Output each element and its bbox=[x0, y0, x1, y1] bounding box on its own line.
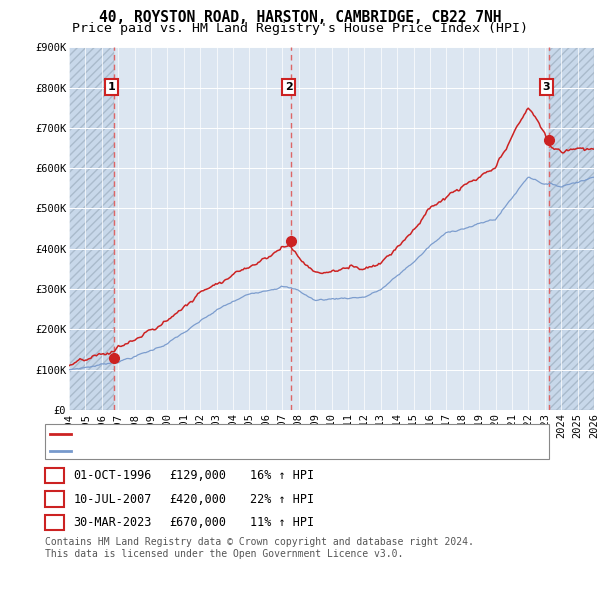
Text: £129,000: £129,000 bbox=[169, 469, 226, 482]
Text: Price paid vs. HM Land Registry's House Price Index (HPI): Price paid vs. HM Land Registry's House … bbox=[72, 22, 528, 35]
Text: 16% ↑ HPI: 16% ↑ HPI bbox=[250, 469, 314, 482]
Text: 11% ↑ HPI: 11% ↑ HPI bbox=[250, 516, 314, 529]
Text: 10-JUL-2007: 10-JUL-2007 bbox=[73, 493, 152, 506]
Bar bbox=[69, 47, 114, 410]
Text: HPI: Average price, detached house, South Cambridgeshire: HPI: Average price, detached house, Sout… bbox=[77, 447, 455, 456]
Text: 1: 1 bbox=[108, 82, 116, 92]
Text: 1: 1 bbox=[51, 469, 58, 482]
Text: 2: 2 bbox=[51, 493, 58, 506]
Text: 30-MAR-2023: 30-MAR-2023 bbox=[73, 516, 152, 529]
Text: 40, ROYSTON ROAD, HARSTON, CAMBRIDGE, CB22 7NH: 40, ROYSTON ROAD, HARSTON, CAMBRIDGE, CB… bbox=[99, 10, 501, 25]
Text: £420,000: £420,000 bbox=[169, 493, 226, 506]
Text: 22% ↑ HPI: 22% ↑ HPI bbox=[250, 493, 314, 506]
Text: 01-OCT-1996: 01-OCT-1996 bbox=[73, 469, 152, 482]
Text: 2: 2 bbox=[284, 82, 292, 92]
Text: 3: 3 bbox=[51, 516, 58, 529]
Bar bbox=[549, 47, 594, 410]
Text: Contains HM Land Registry data © Crown copyright and database right 2024.
This d: Contains HM Land Registry data © Crown c… bbox=[45, 537, 474, 559]
Text: 40, ROYSTON ROAD, HARSTON, CAMBRIDGE, CB22 7NH (detached house): 40, ROYSTON ROAD, HARSTON, CAMBRIDGE, CB… bbox=[77, 429, 502, 438]
Text: 3: 3 bbox=[542, 82, 550, 92]
Text: £670,000: £670,000 bbox=[169, 516, 226, 529]
